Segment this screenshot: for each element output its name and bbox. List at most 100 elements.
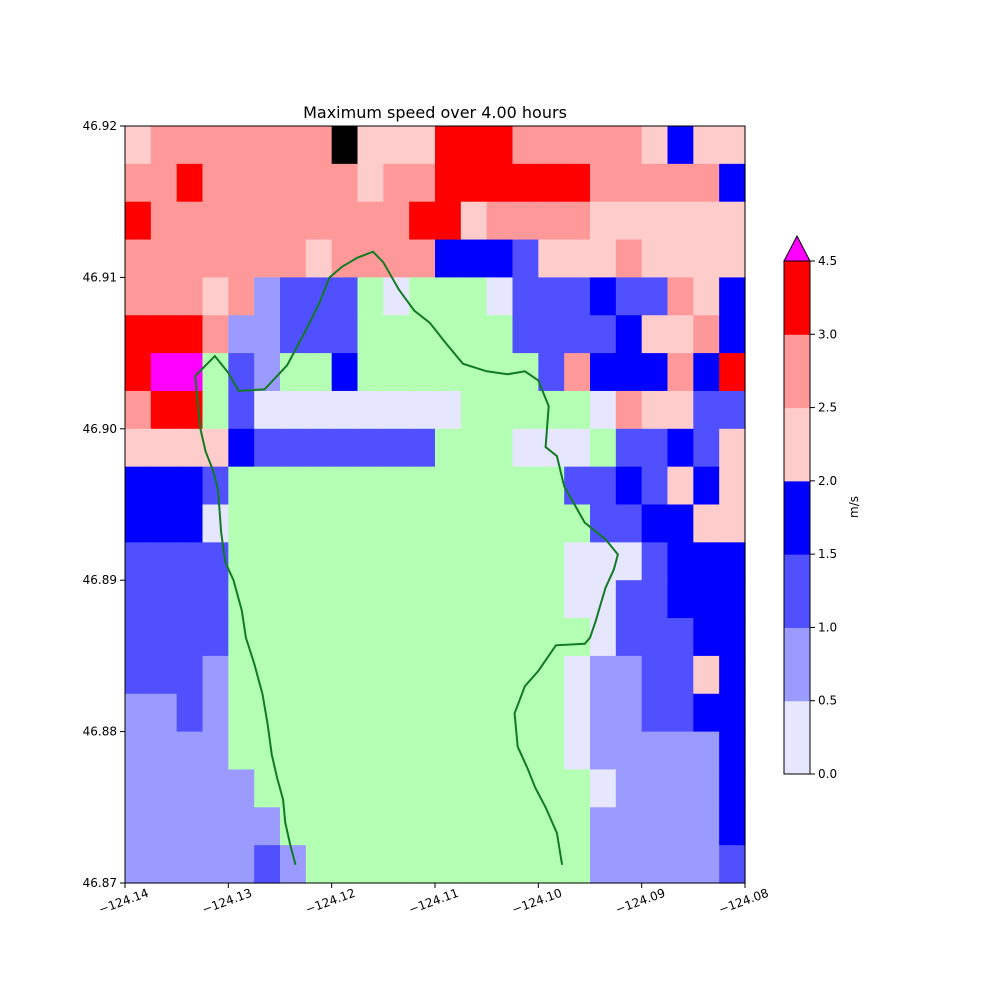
- grid-cell: [176, 201, 204, 241]
- grid-cell: [280, 163, 307, 203]
- colorbar-band: [784, 700, 810, 775]
- grid-cell: [641, 428, 669, 468]
- colorbar-tick-label: 1.5: [818, 547, 837, 561]
- grid-cell: [512, 542, 539, 581]
- grid-cell: [150, 353, 178, 392]
- grid-cell: [667, 277, 694, 316]
- grid-cell: [305, 693, 333, 733]
- grid-cell: [202, 769, 229, 808]
- grid-cell: [460, 504, 488, 543]
- grid-cell: [357, 126, 384, 165]
- grid-cell: [202, 277, 229, 316]
- grid-cell: [228, 428, 255, 468]
- grid-cell: [383, 277, 410, 316]
- grid-cell: [486, 277, 514, 316]
- grid-cell: [486, 428, 514, 468]
- grid-cell: [486, 466, 514, 506]
- grid-cell: [719, 693, 746, 733]
- grid-cell: [564, 126, 591, 165]
- grid-cell: [512, 315, 539, 354]
- grid-cell: [590, 428, 617, 468]
- grid-cell: [383, 542, 410, 581]
- grid-cell: [641, 731, 669, 771]
- grid-cell: [383, 353, 410, 392]
- grid-cell: [512, 504, 539, 543]
- grid-cell: [254, 504, 281, 543]
- grid-cell: [280, 542, 307, 581]
- grid-cell: [435, 731, 462, 771]
- grid-cell: [564, 201, 591, 241]
- grid-cell: [254, 428, 281, 468]
- grid-cell: [125, 201, 152, 241]
- grid-cell: [512, 201, 539, 241]
- x-tick-label: −124.11: [407, 886, 461, 917]
- grid-cell: [460, 807, 488, 846]
- grid-cell: [202, 731, 229, 771]
- grid-cell: [176, 580, 204, 619]
- grid-cell: [409, 466, 436, 506]
- grid-cell: [254, 618, 281, 657]
- grid-cell: [667, 428, 694, 468]
- grid-cell: [590, 655, 617, 695]
- grid-cell: [615, 807, 643, 846]
- grid-cell: [254, 126, 281, 165]
- grid-cell: [305, 390, 333, 430]
- grid-cell: [202, 353, 229, 392]
- grid-cell: [615, 239, 643, 278]
- grid-cell: [150, 201, 178, 241]
- grid-cell: [460, 163, 488, 203]
- grid-cell: [357, 580, 384, 619]
- grid-cell: [331, 201, 359, 241]
- grid-cell: [486, 807, 514, 846]
- grid-cell: [590, 163, 617, 203]
- grid-cell: [590, 466, 617, 506]
- grid-cell: [409, 201, 436, 241]
- grid-cell: [150, 126, 178, 165]
- grid-cell: [409, 731, 436, 771]
- grid-cell: [228, 466, 255, 506]
- grid-cell: [202, 655, 229, 695]
- grid-cell: [538, 542, 565, 581]
- grid-cell: [383, 163, 410, 203]
- grid-cell: [693, 277, 720, 316]
- grid-cell: [331, 353, 359, 392]
- grid-cell: [409, 390, 436, 430]
- grid-cell: [202, 201, 229, 241]
- grid-cell: [512, 126, 539, 165]
- grid-cell: [305, 201, 333, 241]
- grid-cell: [719, 769, 746, 808]
- colorbar-tick-label: 2.0: [818, 474, 837, 488]
- grid-cell: [615, 845, 643, 884]
- grid-cell: [202, 693, 229, 733]
- grid-cell: [228, 315, 255, 354]
- grid-cell: [409, 807, 436, 846]
- grid-cell: [305, 580, 333, 619]
- grid-cell: [615, 466, 643, 506]
- grid-cell: [564, 731, 591, 771]
- grid-cell: [383, 466, 410, 506]
- grid-cell: [383, 807, 410, 846]
- grid-cell: [383, 655, 410, 695]
- grid-cell: [719, 201, 746, 241]
- grid-cell: [693, 542, 720, 581]
- grid-cell: [228, 201, 255, 241]
- grid-cell: [202, 845, 229, 884]
- grid-cell: [176, 731, 204, 771]
- grid-cell: [305, 542, 333, 581]
- grid-cell: [615, 201, 643, 241]
- grid-cell: [228, 845, 255, 884]
- grid-cell: [331, 163, 359, 203]
- grid-cell: [486, 731, 514, 771]
- grid-cell: [564, 655, 591, 695]
- grid-cell: [564, 315, 591, 354]
- grid-cell: [641, 163, 669, 203]
- grid-cell: [564, 390, 591, 430]
- grid-cell: [512, 580, 539, 619]
- grid-cell: [280, 845, 307, 884]
- grid-cell: [331, 428, 359, 468]
- grid-cell: [125, 731, 152, 771]
- grid-cell: [693, 731, 720, 771]
- grid-cell: [150, 428, 178, 468]
- x-tick-label: −124.08: [717, 886, 771, 917]
- grid-cell: [460, 428, 488, 468]
